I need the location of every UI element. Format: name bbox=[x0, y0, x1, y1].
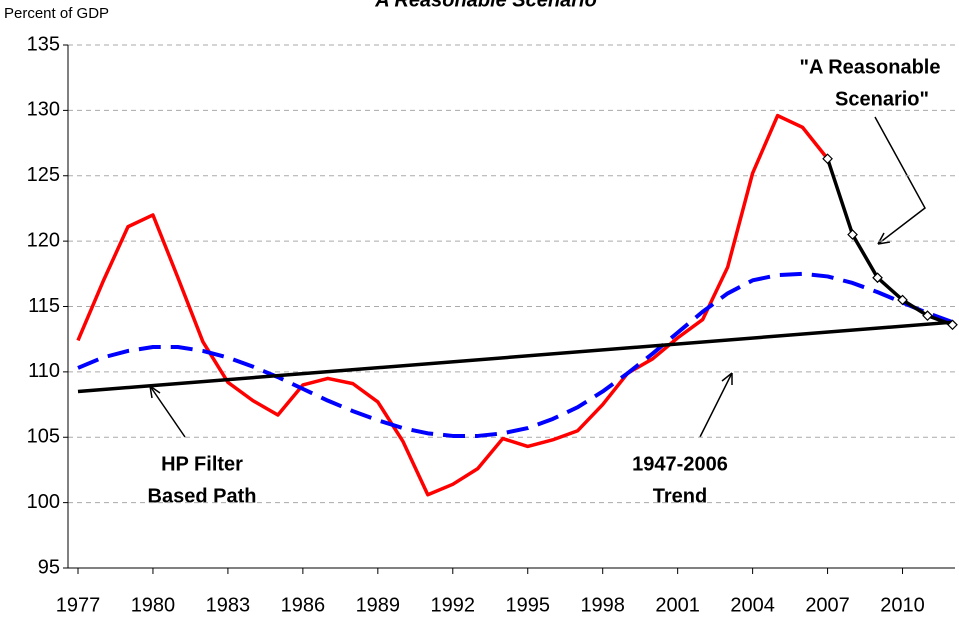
annotation: "A Reasonable bbox=[799, 56, 940, 78]
arrow-head bbox=[721, 372, 733, 385]
arrow bbox=[874, 116, 926, 245]
y-tick-label: 130 bbox=[27, 99, 60, 121]
annotation: Trend bbox=[653, 485, 707, 507]
x-tick-label: 1995 bbox=[505, 594, 550, 616]
x-tick-label: 2007 bbox=[805, 594, 850, 616]
marker bbox=[822, 153, 833, 165]
annotation: HP Filter bbox=[161, 453, 243, 475]
chart-title: A Reasonable Scenario bbox=[374, 0, 597, 11]
x-tick-label: 1998 bbox=[580, 594, 625, 616]
annotation: Based Path bbox=[148, 485, 257, 507]
y-axis-label: Percent of GDP bbox=[4, 5, 109, 22]
y-tick-label: 100 bbox=[27, 491, 60, 513]
x-tick-label: 1983 bbox=[206, 594, 251, 616]
x-tick-label: 2004 bbox=[730, 594, 775, 616]
y-tick-label: 110 bbox=[28, 360, 60, 382]
marker bbox=[847, 229, 858, 240]
y-tick-label: 105 bbox=[27, 426, 60, 448]
series-line bbox=[825, 158, 954, 327]
annotation: 1947-2006 bbox=[632, 453, 728, 475]
series-line bbox=[77, 320, 953, 394]
annotation: Scenario" bbox=[835, 88, 929, 110]
x-tick-label: 1977 bbox=[56, 594, 101, 616]
arrow-head bbox=[877, 232, 891, 245]
x-tick-label: 2001 bbox=[655, 594, 700, 616]
x-tick-label: 1992 bbox=[431, 594, 476, 616]
y-tick-label: 135 bbox=[27, 33, 60, 55]
y-tick-label: 115 bbox=[28, 295, 60, 317]
arrow bbox=[699, 372, 733, 438]
arrow bbox=[149, 385, 186, 438]
series-line bbox=[76, 113, 829, 497]
marker bbox=[922, 310, 933, 322]
x-tick-label: 1980 bbox=[131, 594, 176, 616]
series-line bbox=[77, 271, 954, 438]
y-tick-label: 120 bbox=[27, 229, 60, 251]
x-tick-label: 1986 bbox=[281, 594, 326, 616]
annotation-arrows bbox=[149, 116, 926, 438]
x-tick-label: 2010 bbox=[880, 594, 925, 616]
x-tick-label: 1989 bbox=[356, 594, 401, 616]
marker bbox=[897, 294, 908, 306]
y-tick-label: 95 bbox=[38, 556, 60, 578]
marker bbox=[947, 319, 958, 331]
marker bbox=[872, 272, 883, 284]
y-tick-label: 125 bbox=[27, 164, 60, 186]
